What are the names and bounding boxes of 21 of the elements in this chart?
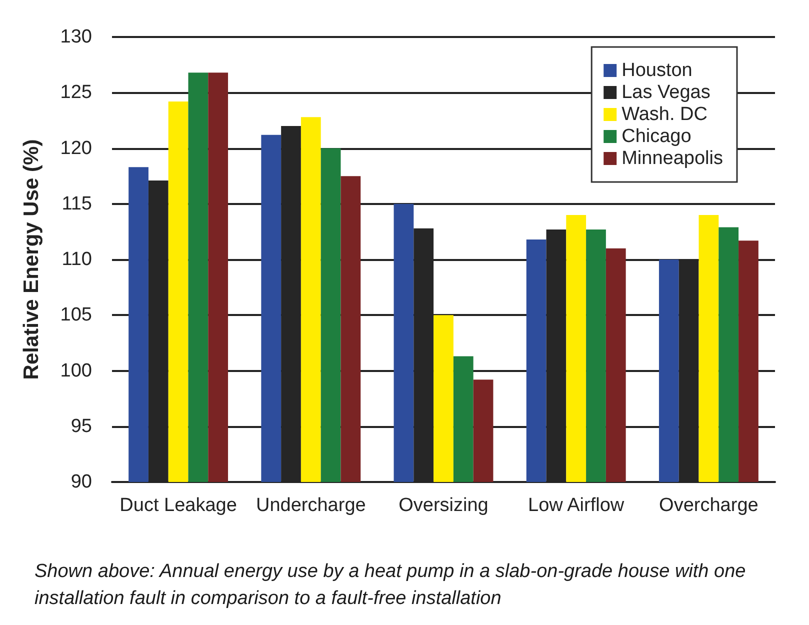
- legend-label: Wash. DC: [622, 104, 708, 125]
- legend-label: Las Vegas: [622, 82, 710, 103]
- y-tick-label: 115: [62, 193, 92, 214]
- text: Shown above: Annual energy use by a heat pump in a slab-on-grade house with one installation fault in comparison to a fault-free installation: [34, 561, 751, 609]
- legend-label: Houston: [622, 60, 692, 81]
- y-tick-label: 125: [60, 82, 92, 104]
- y-tick-label: 130: [60, 26, 92, 48]
- y-tick-label: 95: [70, 416, 92, 437]
- x-tick-label: Overcharge: [659, 495, 758, 516]
- y-tick-label: 90: [70, 472, 92, 492]
- x-tick-label: Oversizing: [398, 495, 488, 516]
- legend-label: Chicago: [622, 126, 692, 147]
- x-tick-label: Undercharge: [256, 495, 366, 516]
- y-tick-label: 110: [62, 249, 92, 270]
- x-tick-label: Duct Leakage: [120, 495, 237, 516]
- y-axis-title: Relative Energy Use (%): [20, 139, 43, 380]
- y-tick-label: 100: [60, 360, 92, 382]
- x-tick-label: Low Airflow: [528, 495, 624, 516]
- y-tick-label: 105: [60, 304, 92, 326]
- y-tick-label: 120: [60, 138, 92, 159]
- legend-label: Minneapolis: [622, 148, 724, 169]
